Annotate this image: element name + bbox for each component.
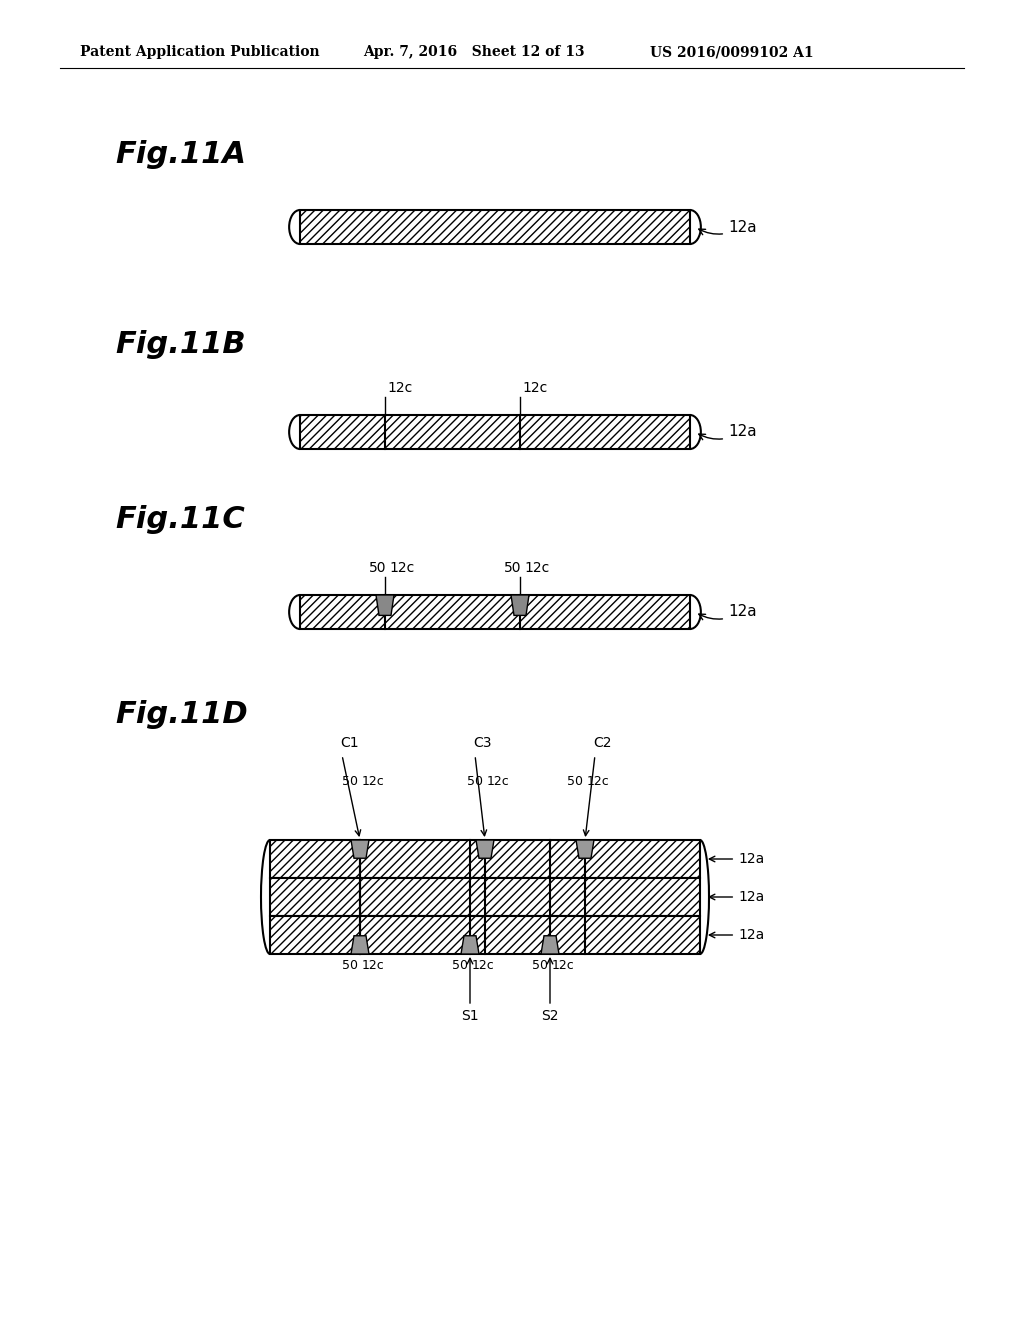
- Text: Fig.11B: Fig.11B: [115, 330, 246, 359]
- Text: S2: S2: [542, 1008, 559, 1023]
- Text: Fig.11C: Fig.11C: [115, 506, 245, 535]
- Text: US 2016/0099102 A1: US 2016/0099102 A1: [650, 45, 814, 59]
- Text: Fig.11D: Fig.11D: [115, 700, 248, 729]
- Text: 12c: 12c: [387, 381, 413, 395]
- Bar: [270, 840, 700, 878]
- Text: 12c: 12c: [524, 561, 549, 576]
- Text: 12a: 12a: [710, 851, 764, 866]
- Polygon shape: [351, 840, 369, 858]
- Polygon shape: [376, 595, 394, 615]
- Text: 50: 50: [452, 960, 468, 972]
- Bar: [300, 414, 690, 449]
- Text: Fig.11A: Fig.11A: [115, 140, 246, 169]
- Text: 12a: 12a: [698, 425, 757, 440]
- Text: C2: C2: [593, 737, 611, 750]
- Text: 50: 50: [532, 960, 548, 972]
- Text: C3: C3: [473, 737, 492, 750]
- Bar: [300, 595, 690, 630]
- Polygon shape: [461, 936, 479, 954]
- Bar: [300, 210, 690, 244]
- Text: 12c: 12c: [587, 775, 609, 788]
- Text: 50: 50: [504, 561, 521, 576]
- Text: 50: 50: [342, 775, 358, 788]
- Polygon shape: [511, 595, 529, 615]
- Text: 12c: 12c: [389, 561, 415, 576]
- Text: 50: 50: [369, 561, 386, 576]
- Text: 12a: 12a: [710, 928, 764, 942]
- Text: 12a: 12a: [698, 219, 757, 235]
- Text: 12a: 12a: [698, 605, 757, 619]
- Text: Apr. 7, 2016   Sheet 12 of 13: Apr. 7, 2016 Sheet 12 of 13: [362, 45, 585, 59]
- Polygon shape: [541, 936, 559, 954]
- Text: 12a: 12a: [710, 890, 764, 904]
- Polygon shape: [575, 840, 594, 858]
- Text: 50: 50: [342, 960, 358, 972]
- Text: 12c: 12c: [487, 775, 510, 788]
- Text: 12c: 12c: [472, 960, 495, 972]
- Text: 12c: 12c: [362, 960, 385, 972]
- Bar: [270, 878, 700, 916]
- Text: 50: 50: [467, 775, 483, 788]
- Bar: [270, 916, 700, 954]
- Text: 50: 50: [567, 775, 583, 788]
- Text: Patent Application Publication: Patent Application Publication: [80, 45, 319, 59]
- Text: 12c: 12c: [552, 960, 574, 972]
- Polygon shape: [476, 840, 494, 858]
- Text: 12c: 12c: [522, 381, 547, 395]
- Text: 12c: 12c: [362, 775, 385, 788]
- Text: S1: S1: [461, 1008, 479, 1023]
- Polygon shape: [351, 936, 369, 954]
- Text: C1: C1: [340, 737, 358, 750]
